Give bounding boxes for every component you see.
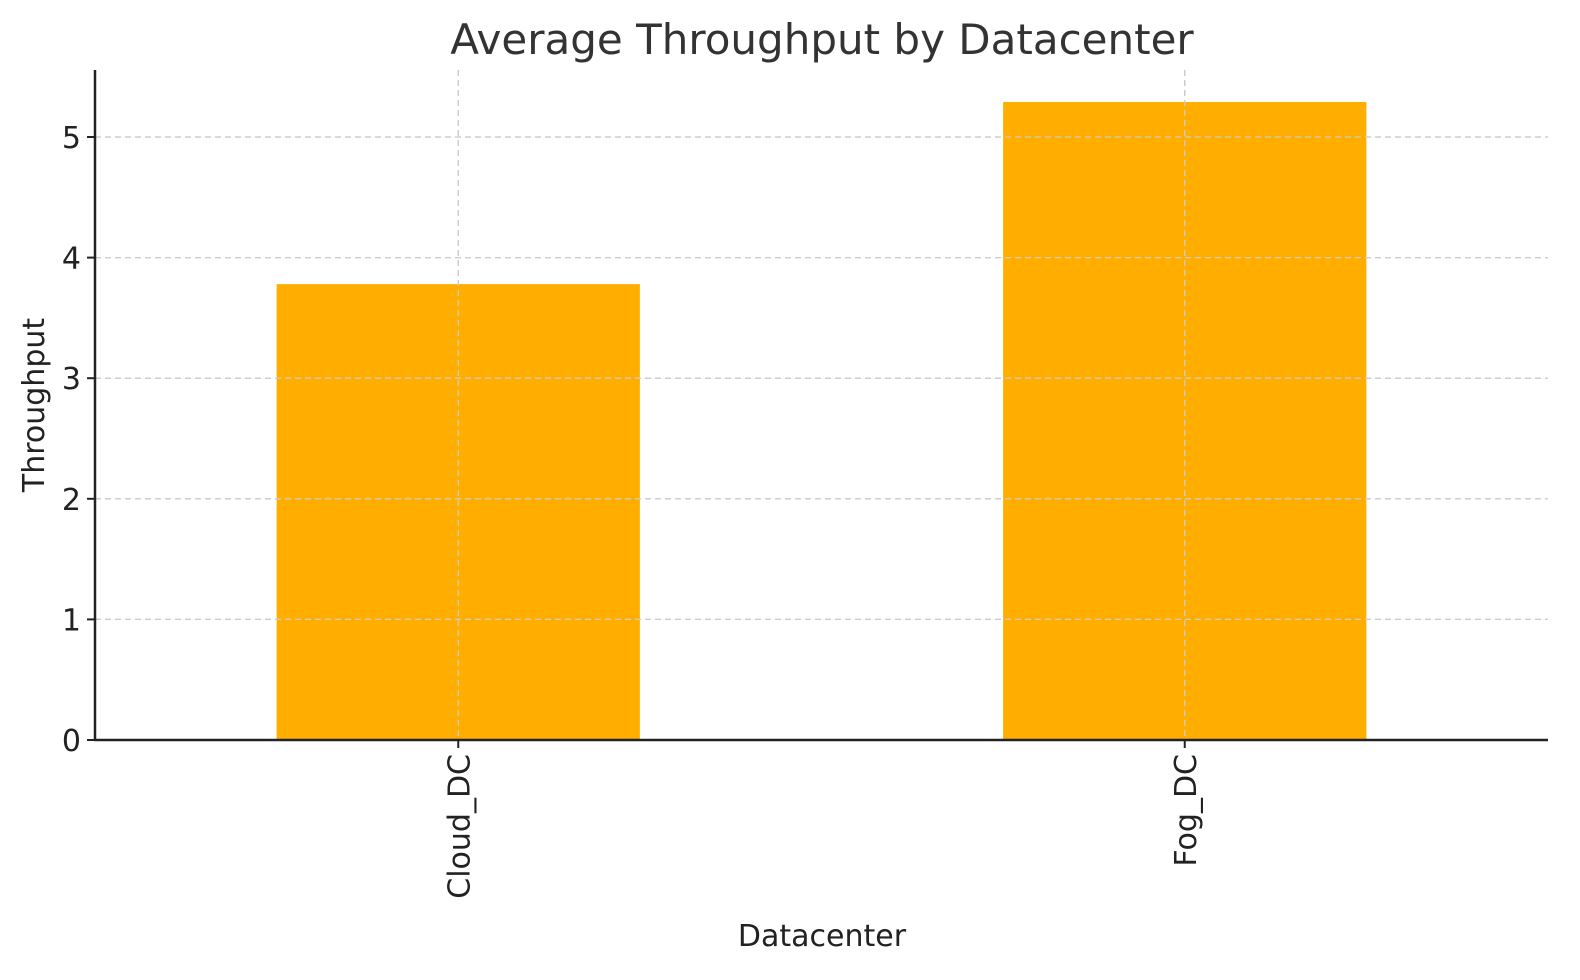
axes	[93, 70, 1548, 742]
x-tick-label: Cloud_DC	[442, 754, 477, 899]
bars	[95, 70, 1548, 740]
y-tick-label: 1	[62, 603, 81, 638]
y-tick-label: 3	[62, 362, 81, 397]
y-ticks: 0 1 2 3 4 5	[62, 121, 95, 759]
y-tick-label: 5	[62, 121, 81, 156]
x-axis-label: Datacenter	[738, 919, 907, 954]
y-tick-label: 0	[62, 724, 81, 759]
y-tick-label: 2	[62, 483, 81, 518]
x-tick-label: Fog_DC	[1169, 754, 1204, 867]
chart-title: Average Throughput by Datacenter	[450, 15, 1194, 64]
y-axis-label: Throughput	[17, 318, 52, 493]
y-tick-label: 4	[62, 242, 81, 277]
x-ticks: Cloud_DC Fog_DC	[442, 740, 1204, 899]
